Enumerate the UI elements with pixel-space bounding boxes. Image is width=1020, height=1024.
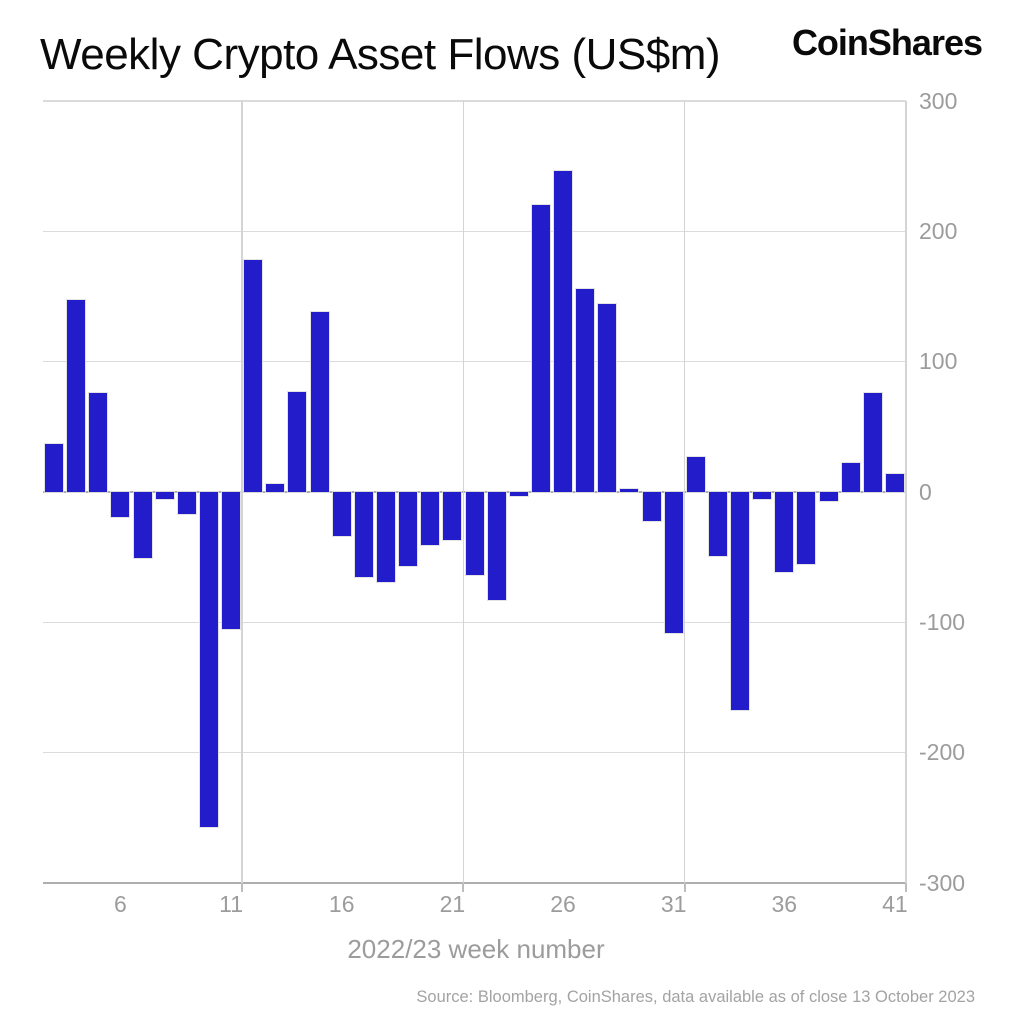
bar-week-11 bbox=[222, 492, 241, 629]
y-tick-label: 0 bbox=[919, 478, 932, 505]
bar-week-29 bbox=[620, 489, 639, 492]
h-gridline bbox=[43, 621, 906, 624]
bar-week-8 bbox=[155, 492, 174, 499]
y-tick-label: 200 bbox=[919, 217, 958, 244]
x-axis-line bbox=[43, 882, 906, 884]
y-tick-label: -300 bbox=[919, 869, 966, 896]
source-note: Source: Bloomberg, CoinShares, data avai… bbox=[416, 988, 975, 1006]
bar-week-35 bbox=[753, 492, 772, 499]
v-gridline bbox=[462, 101, 465, 883]
x-tick-label: 11 bbox=[219, 891, 244, 917]
bar-week-24 bbox=[509, 492, 528, 496]
bar-week-20 bbox=[421, 492, 440, 546]
bar-week-4 bbox=[67, 300, 86, 492]
plot-area bbox=[43, 100, 907, 892]
bar-week-13 bbox=[266, 484, 285, 492]
bar-week-3 bbox=[45, 443, 64, 492]
bar-week-18 bbox=[376, 492, 395, 582]
bar-week-31 bbox=[664, 492, 683, 633]
h-gridline bbox=[43, 100, 906, 102]
x-tick-label: 31 bbox=[660, 891, 687, 917]
bar-week-14 bbox=[288, 391, 307, 492]
bar-week-30 bbox=[642, 492, 661, 521]
bar-week-6 bbox=[111, 492, 130, 517]
bar-week-23 bbox=[487, 492, 506, 601]
bar-week-21 bbox=[443, 492, 462, 541]
x-axis-tick bbox=[241, 883, 244, 892]
bar-week-27 bbox=[576, 288, 595, 492]
x-axis-tick bbox=[905, 883, 907, 892]
x-tick-label: 6 bbox=[114, 891, 127, 917]
h-gridline bbox=[43, 230, 906, 233]
bar-week-25 bbox=[531, 205, 550, 492]
h-gridline bbox=[43, 751, 906, 754]
x-tick-label: 26 bbox=[550, 891, 576, 917]
bar-week-36 bbox=[775, 492, 794, 572]
bar-week-22 bbox=[465, 492, 484, 576]
bar-week-12 bbox=[244, 260, 263, 492]
x-axis-tick bbox=[683, 883, 686, 892]
x-tick-label: 36 bbox=[771, 891, 798, 917]
bar-week-39 bbox=[841, 463, 860, 492]
x-tick-label: 21 bbox=[439, 891, 466, 917]
x-axis-title: 2022/23 week number bbox=[347, 934, 605, 964]
x-tick-label: 16 bbox=[328, 891, 355, 917]
bar-week-15 bbox=[310, 312, 329, 492]
y-tick-label: 300 bbox=[919, 87, 958, 114]
bar-week-17 bbox=[354, 492, 373, 577]
bar-week-33 bbox=[708, 492, 727, 556]
bar-week-41 bbox=[885, 473, 904, 492]
v-gridline bbox=[905, 101, 907, 883]
h-gridline bbox=[43, 360, 906, 363]
y-tick-label: 100 bbox=[919, 348, 958, 375]
v-gridline bbox=[683, 101, 686, 883]
v-gridline bbox=[241, 101, 243, 883]
bar-week-38 bbox=[819, 492, 838, 502]
bar-week-40 bbox=[863, 392, 882, 492]
bar-week-26 bbox=[554, 171, 572, 492]
chart-title: Weekly Crypto Asset Flows (US$m) bbox=[40, 30, 721, 79]
bar-week-10 bbox=[199, 492, 218, 827]
bar-week-7 bbox=[133, 492, 152, 559]
bar-week-32 bbox=[686, 456, 705, 492]
y-tick-label: -100 bbox=[919, 608, 966, 635]
x-axis-tick bbox=[462, 883, 465, 892]
bar-week-37 bbox=[797, 492, 816, 564]
bar-week-5 bbox=[89, 392, 108, 492]
bar-week-16 bbox=[332, 492, 351, 537]
bar-week-34 bbox=[731, 492, 750, 710]
bar-week-28 bbox=[598, 304, 617, 492]
bar-week-9 bbox=[177, 492, 196, 515]
coinshares-logo: CoinShares bbox=[791, 22, 983, 63]
y-tick-label: -200 bbox=[919, 739, 966, 766]
x-tick-label: 41 bbox=[882, 891, 908, 917]
bar-week-19 bbox=[399, 492, 418, 567]
